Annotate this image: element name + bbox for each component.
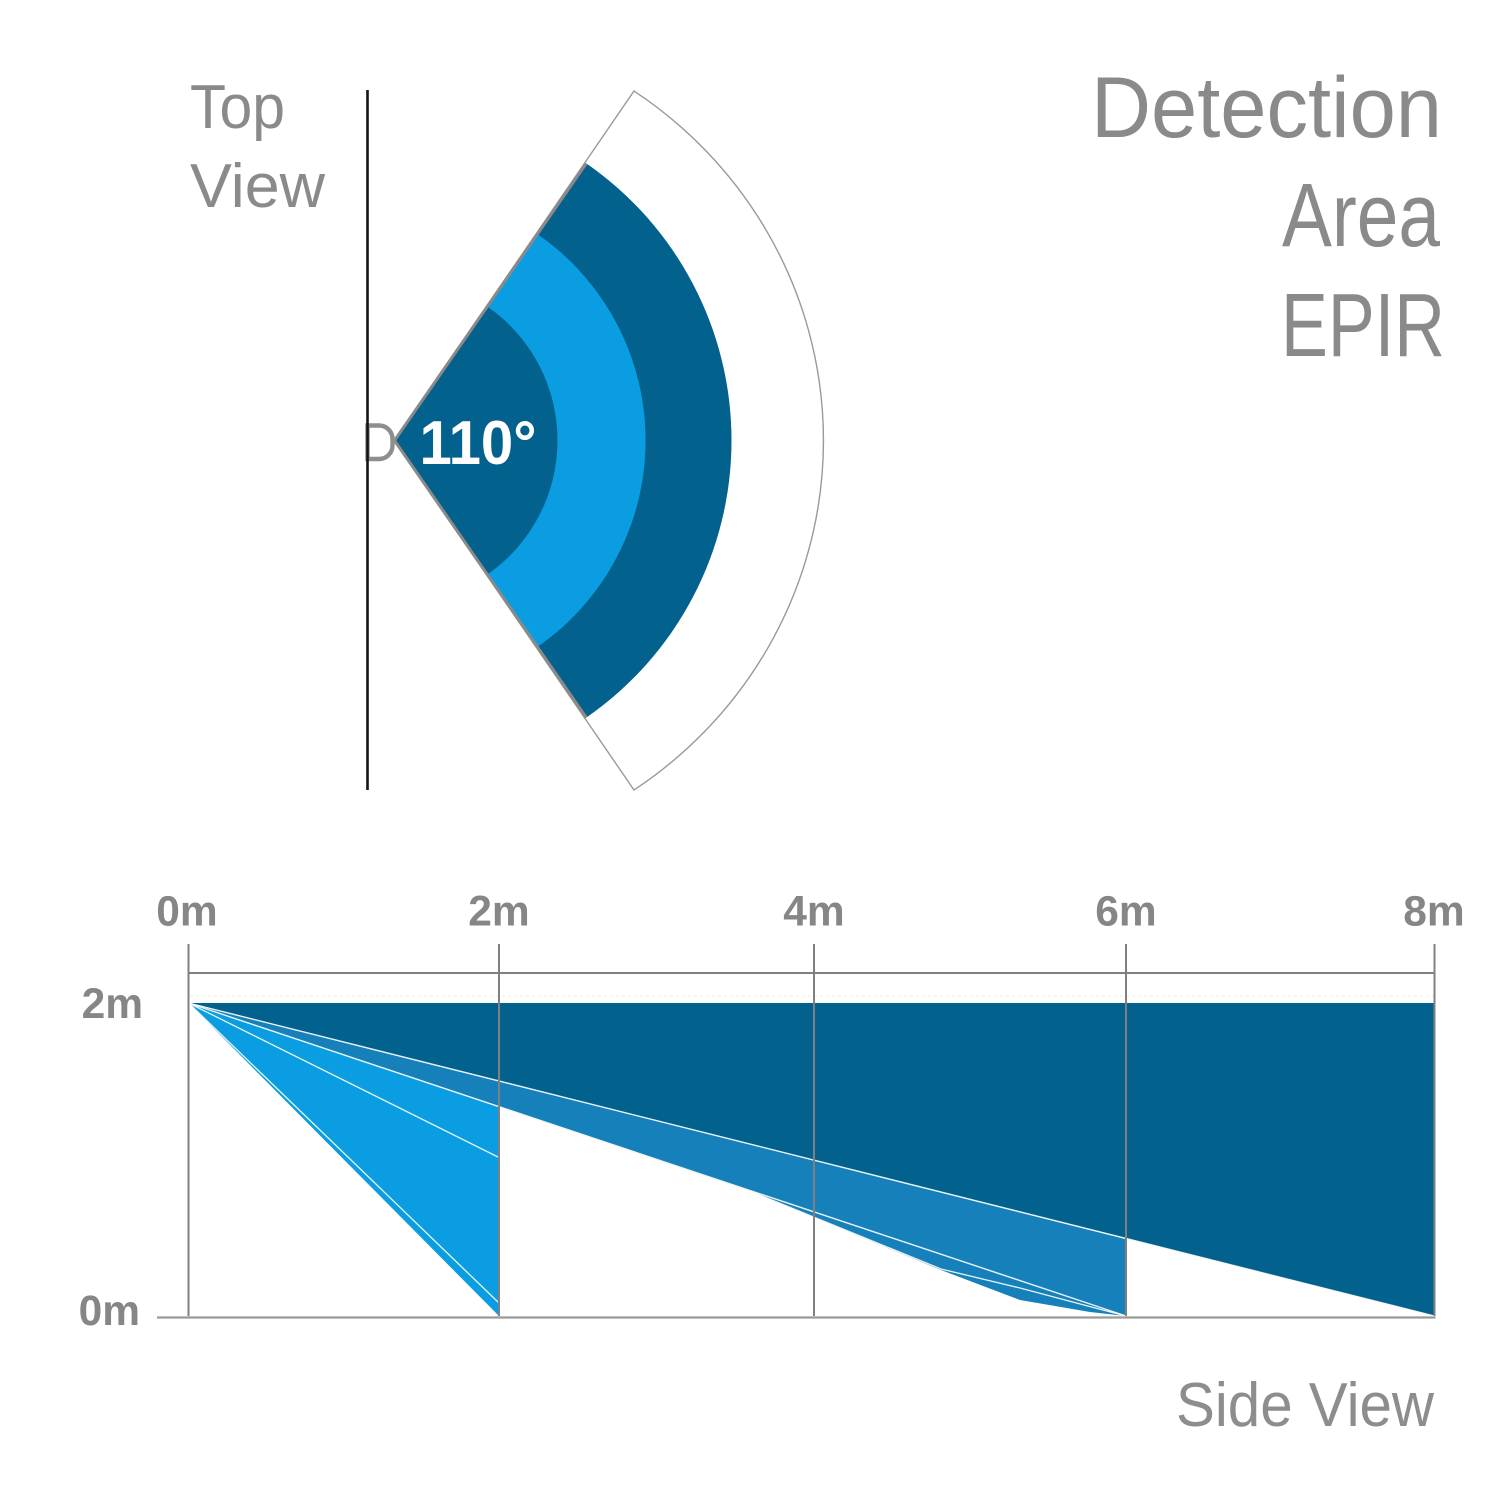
svg-text:View: View bbox=[190, 152, 325, 221]
svg-text:0m: 0m bbox=[156, 889, 217, 936]
svg-text:Detection: Detection bbox=[1091, 60, 1442, 156]
svg-text:Top: Top bbox=[190, 73, 285, 142]
svg-text:8m: 8m bbox=[1403, 889, 1464, 936]
svg-text:Area: Area bbox=[1282, 166, 1441, 266]
svg-text:4m: 4m bbox=[783, 889, 844, 936]
svg-text:2m: 2m bbox=[468, 889, 529, 936]
svg-text:110°: 110° bbox=[420, 409, 537, 478]
svg-text:EPIR: EPIR bbox=[1281, 276, 1445, 376]
svg-text:0m: 0m bbox=[79, 1288, 140, 1335]
svg-text:2m: 2m bbox=[82, 981, 143, 1028]
svg-text:6m: 6m bbox=[1095, 889, 1156, 936]
svg-text:Side View: Side View bbox=[1176, 1371, 1434, 1440]
